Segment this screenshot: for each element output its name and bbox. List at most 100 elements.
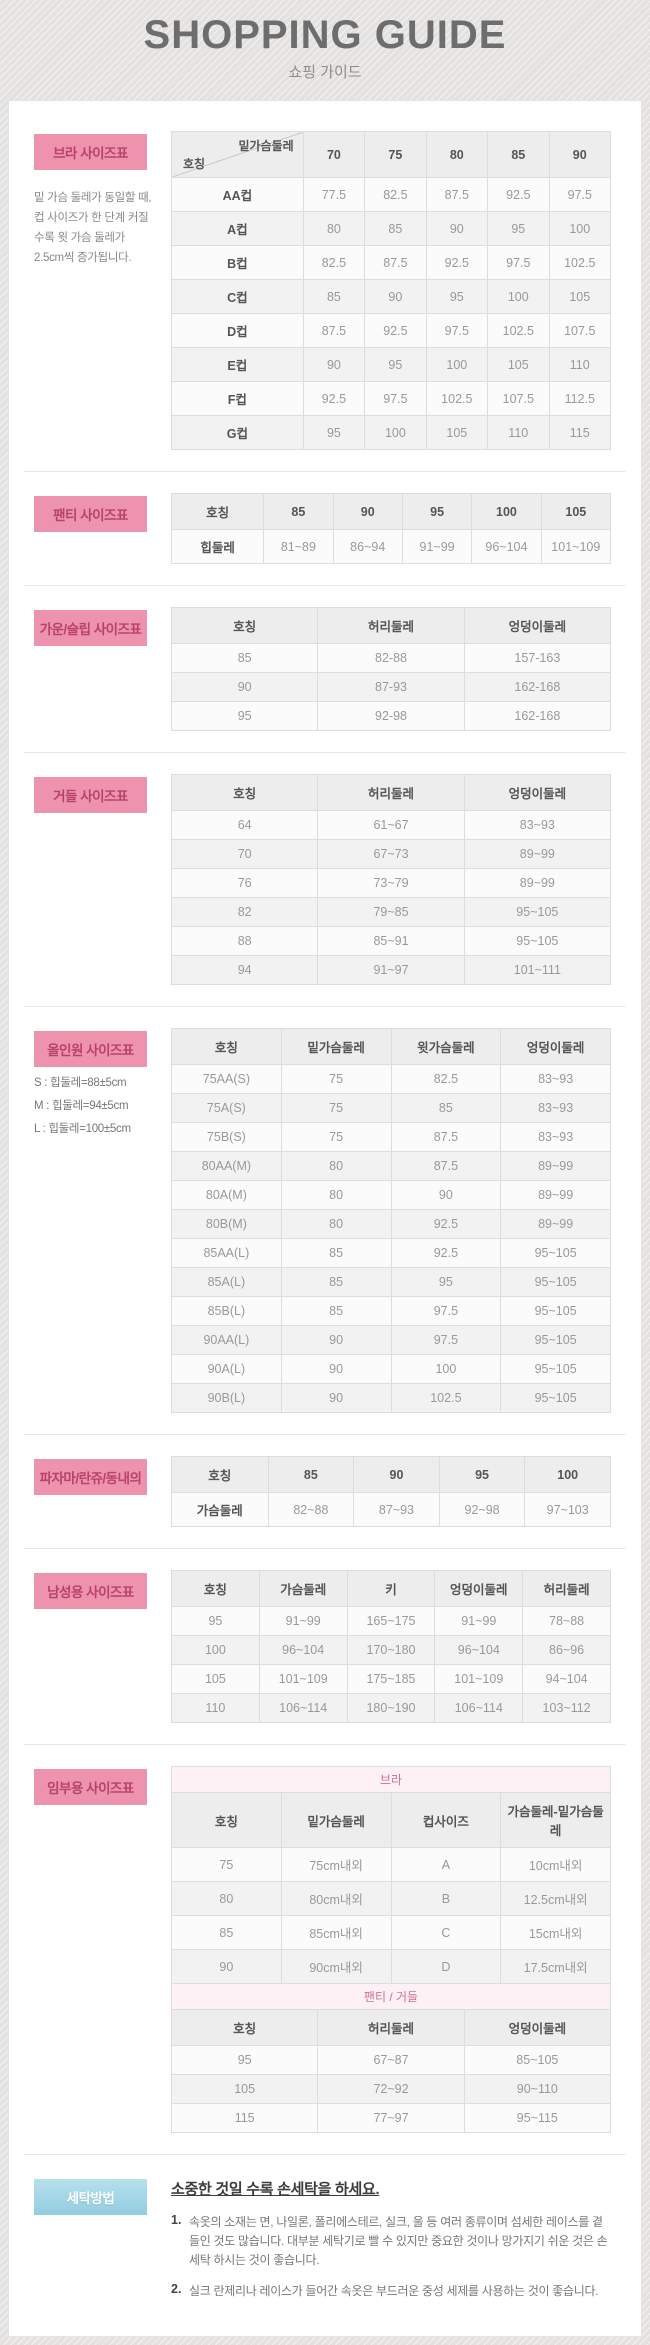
table-header-row: 호칭 가슴둘레 키 엉덩이둘레 허리둘레 xyxy=(171,1570,611,1607)
bra-size-table: 밑가슴둘레 호칭 70 75 80 85 90 AA컵 77.5 82.5 87.5 92.5 97.5… xyxy=(171,131,611,450)
section-label: 파자마/란쥬/동내의 xyxy=(34,1459,147,1495)
section-label-column: 세탁방법 xyxy=(34,2176,171,2215)
value-cell: 17.5cm내외 xyxy=(500,1949,611,1984)
allinone-size-table: 호칭 밑가슴둘레 윗가슴둘레 엉덩이둘레 75AA(S) 75 82.5 83~93 75A(S… xyxy=(171,1028,611,1413)
table-header-row: 호칭 85 90 95 100 xyxy=(171,1456,611,1493)
value-cell: 90~110 xyxy=(463,2074,612,2104)
table-row: G컵 95 100 105 110 115 xyxy=(171,415,611,450)
maternity-size-table: 팬티 / 거들 호칭 허리둘레 엉덩이둘레 95 67~87 85~105 105 72~92 9… xyxy=(170,1983,612,2133)
row-label-cell: 80A(M) xyxy=(171,1180,282,1210)
section-label-column: 팬티 사이즈표 xyxy=(34,493,171,532)
value-cell: 83~93 xyxy=(500,1093,611,1123)
value-cell: 83~93 xyxy=(463,810,612,840)
value-cell: A xyxy=(390,1847,502,1882)
value-cell: 95 xyxy=(390,1267,502,1297)
value-cell: 90 xyxy=(280,1354,392,1384)
value-cell: 89~99 xyxy=(463,839,612,869)
column-header: 80 xyxy=(425,131,489,178)
table-row: 80B(M) 80 92.5 89~99 xyxy=(171,1209,611,1239)
value-cell: C xyxy=(390,1915,502,1950)
row-label-cell: 105 xyxy=(170,2074,319,2104)
value-cell: 87.5 xyxy=(364,245,427,280)
row-label-cell: 75AA(S) xyxy=(171,1064,282,1094)
table-row: 85B(L) 85 97.5 95~105 xyxy=(171,1296,611,1326)
value-cell: 165~175 xyxy=(346,1606,436,1636)
value-cell: 85 xyxy=(280,1296,392,1326)
value-cell: 83~93 xyxy=(500,1064,611,1094)
value-cell: 87.5 xyxy=(302,313,366,348)
value-cell: 89~99 xyxy=(500,1180,611,1210)
table-row: 가슴둘레 82~88 87~93 92~98 97~103 xyxy=(171,1492,611,1527)
section-label-column: 가운/슬립 사이즈표 xyxy=(34,607,171,646)
value-cell: 87.5 xyxy=(425,177,489,212)
table-row: 105 101~109 175~185 101~109 94~104 xyxy=(171,1664,611,1694)
section-divider xyxy=(24,1434,626,1435)
value-cell: 95~105 xyxy=(500,1296,611,1326)
panty-size-table: 호칭 85 90 95 100 105 힙둘레 81~89 86~94 91~99 96~104 10… xyxy=(170,493,612,564)
column-header: 호칭 xyxy=(170,774,319,811)
row-label-cell: 94 xyxy=(170,955,319,985)
size-reference-note: M : 힙둘레=94±5cm xyxy=(34,1100,129,1112)
value-cell: 85 xyxy=(364,211,427,246)
section-content: 호칭 85 90 95 100 105 힙둘레 81~89 86~94 91~99 96~104 10… xyxy=(170,493,612,564)
table-row: 75A(S) 75 85 83~93 xyxy=(171,1093,611,1123)
row-label-cell: 70 xyxy=(170,839,319,869)
value-cell: 80 xyxy=(280,1209,392,1239)
value-cell: 85 xyxy=(280,1238,392,1268)
value-cell: 90 xyxy=(302,347,366,382)
row-label-cell: 85B(L) xyxy=(171,1296,282,1326)
washing-title: 소중한 것일 수록 손세탁을 하세요. xyxy=(171,2181,380,2198)
column-header: 호칭 xyxy=(171,1456,269,1493)
men-size-table: 호칭 가슴둘레 키 엉덩이둘레 허리둘레 95 91~99 165~175 91~99 78~88… xyxy=(171,1570,611,1723)
row-label-cell: 75A(S) xyxy=(171,1093,282,1123)
diagonal-header-cell: 밑가슴둘레 호칭 xyxy=(171,131,304,178)
row-label-cell: E컵 xyxy=(171,347,304,382)
value-cell: 96~104 xyxy=(258,1635,348,1665)
row-label-cell: 85A(L) xyxy=(171,1267,282,1297)
section-label-column: 거들 사이즈표 xyxy=(34,774,171,813)
section-washing: 세탁방법 소중한 것일 수록 손세탁을 하세요. 1. 속옷의 소재는 면, 나일론,… xyxy=(9,2176,641,2312)
page-header: SHOPPING GUIDE 쇼핑 가이드 xyxy=(0,0,650,100)
value-cell: 106~114 xyxy=(258,1693,348,1723)
column-header: 85 xyxy=(263,493,334,530)
value-cell: 77.5 xyxy=(302,177,366,212)
row-label-cell: 82 xyxy=(170,897,319,927)
row-label-cell: 85AA(L) xyxy=(171,1238,282,1268)
row-label-cell: AA컵 xyxy=(171,177,304,212)
value-cell: 90 xyxy=(390,1180,502,1210)
value-cell: 85 xyxy=(302,279,366,314)
table-row: E컵 90 95 100 105 110 xyxy=(171,347,611,382)
value-cell: 112.5 xyxy=(548,381,611,416)
value-cell: 85 xyxy=(280,1267,392,1297)
row-label-cell: 95 xyxy=(171,1606,260,1636)
row-label-cell: 76 xyxy=(170,868,319,898)
value-cell: B xyxy=(390,1881,502,1916)
section-label: 남성용 사이즈표 xyxy=(34,1573,147,1609)
value-cell: 110 xyxy=(487,415,550,450)
section-label: 브라 사이즈표 xyxy=(34,134,147,170)
value-cell: 78~88 xyxy=(522,1606,611,1636)
row-label-cell: 90 xyxy=(170,672,319,702)
row-label-cell: 110 xyxy=(171,1693,260,1723)
value-cell: 90 xyxy=(280,1383,392,1413)
page-title: SHOPPING GUIDE xyxy=(143,13,507,57)
row-label-cell: 100 xyxy=(171,1635,260,1665)
table-row: 76 73~79 89~99 xyxy=(170,868,612,898)
row-label-cell: F컵 xyxy=(171,381,304,416)
value-cell: 86~94 xyxy=(332,529,403,564)
row-label-cell: A컵 xyxy=(171,211,304,246)
row-label-cell: 64 xyxy=(170,810,319,840)
table-row: 100 96~104 170~180 96~104 86~96 xyxy=(171,1635,611,1665)
column-header: 키 xyxy=(346,1570,436,1607)
section-maternity: 임부용 사이즈표 브라 호칭 밑가슴둘레 컵사이즈 가슴둘레-밑가슴둘레 75 75cm내외 A… xyxy=(9,1766,641,2133)
row-label-cell: 80AA(M) xyxy=(171,1151,282,1181)
instruction-text: 속옷의 소재는 면, 나일론, 폴리에스테르, 실크, 울 등 여러 종류이며 … xyxy=(189,2215,608,2268)
value-cell: 95~105 xyxy=(500,1354,611,1384)
value-cell: 110 xyxy=(548,347,611,382)
table-row: 85AA(L) 85 92.5 95~105 xyxy=(171,1238,611,1268)
row-label-cell: 75B(S) xyxy=(171,1122,282,1152)
column-header: 95 xyxy=(438,1456,526,1493)
value-cell: 87.5 xyxy=(390,1122,502,1152)
section-content: 브라 호칭 밑가슴둘레 컵사이즈 가슴둘레-밑가슴둘레 75 75cm내외 A 10cm내외 80… xyxy=(170,1766,612,2133)
